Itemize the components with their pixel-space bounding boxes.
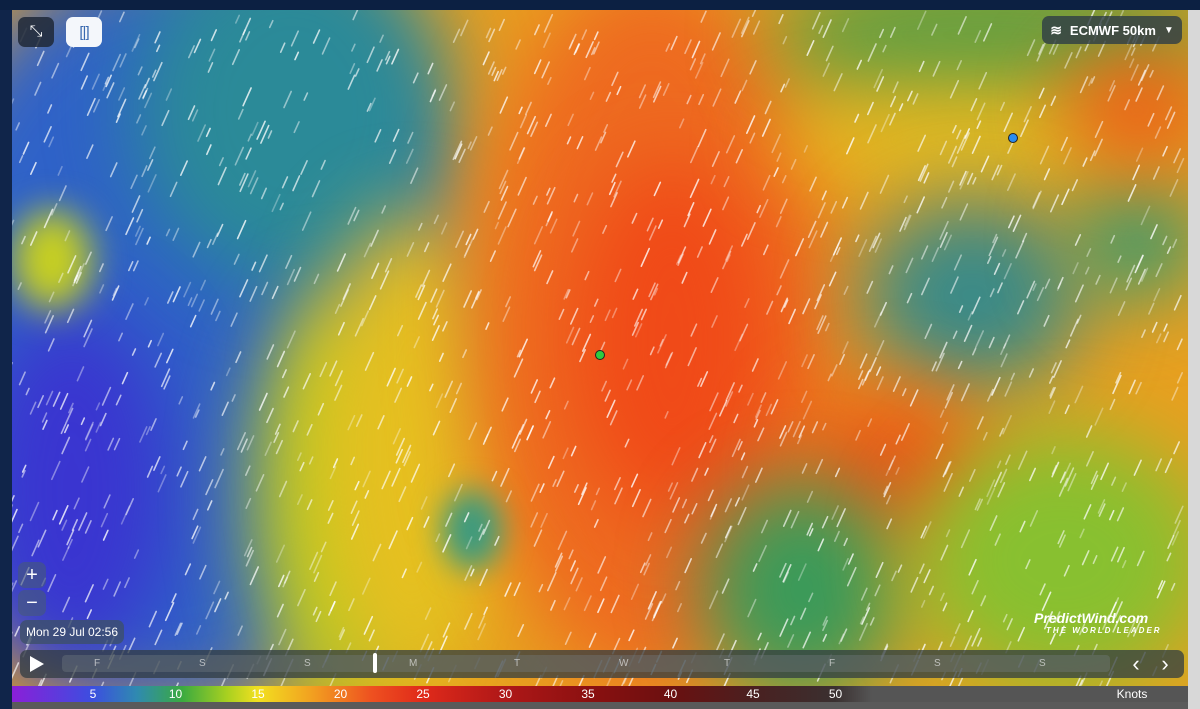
timeline-bar: F S S M T W T F S S ‹ ›: [20, 650, 1184, 678]
legend-value: 45: [746, 687, 760, 701]
timeline-day-label: T: [514, 658, 521, 669]
expand-icon: ⤡: [29, 23, 43, 40]
zoom-in-button[interactable]: +: [18, 562, 46, 588]
legend-value: 20: [333, 687, 348, 701]
chevron-left-icon: ‹: [1132, 651, 1140, 676]
location-marker[interactable]: [595, 350, 605, 360]
wind-streaks: [12, 10, 1185, 686]
legend-value: 25: [416, 687, 430, 701]
timeline-day-label: T: [724, 658, 731, 669]
wind-speed-legend: 5 10 15 20 25 30 35 40 45 50 Knots: [12, 686, 1188, 702]
play-button[interactable]: [24, 652, 50, 676]
previous-step-button[interactable]: ‹: [1124, 651, 1148, 676]
legend-value: 30: [498, 687, 513, 701]
legend-value: 15: [251, 687, 265, 701]
zoom-out-button[interactable]: −: [18, 590, 46, 616]
legend-value: 40: [663, 687, 678, 701]
predictwind-logo: PredictWind.com THE WORLD LEADER: [1034, 610, 1162, 635]
plus-icon: +: [26, 563, 38, 586]
model-selector[interactable]: ≋ ECMWF 50km ▼: [1042, 16, 1182, 44]
split-view-icon: [|]: [79, 23, 89, 41]
timeline-day-label: F: [829, 658, 836, 669]
wind-icon: ≋: [1050, 21, 1062, 38]
right-panel-edge: [1188, 10, 1200, 709]
legend-value: 10: [168, 687, 183, 701]
minus-icon: −: [26, 591, 38, 614]
next-step-button[interactable]: ›: [1153, 651, 1177, 676]
timeline-day-label: M: [409, 658, 418, 669]
split-view-button[interactable]: [|]: [66, 17, 102, 47]
left-panel-edge: [0, 10, 12, 709]
timeline-day-label: F: [94, 658, 101, 669]
legend-value: 35: [581, 687, 595, 701]
timestamp-text: Mon 29 Jul 02:56: [25, 625, 119, 639]
timeline-thumb[interactable]: [373, 653, 378, 673]
legend-value: 5: [89, 687, 97, 701]
timeline-day-label: S: [1039, 658, 1046, 669]
chevron-right-icon: ›: [1161, 651, 1169, 676]
top-bar: [0, 0, 1200, 10]
location-marker[interactable]: [1008, 133, 1018, 143]
legend-unit: Knots: [1116, 687, 1148, 701]
model-label: ECMWF 50km: [1069, 22, 1156, 38]
play-icon: [30, 656, 44, 672]
bottom-bar: [12, 702, 1188, 709]
timeline-day-label: S: [934, 658, 941, 669]
timeline-day-label: S: [199, 658, 206, 669]
legend-value: 50: [828, 687, 843, 701]
fullscreen-button[interactable]: ⤡: [18, 17, 54, 47]
forecast-time: Mon 29 Jul 02:56: [20, 620, 124, 644]
chevron-down-icon: ▼: [1163, 24, 1174, 36]
timeline-day-label: W: [619, 658, 629, 669]
wind-map[interactable]: ⤡ [|] ≋ ECMWF 50km ▼ + − Mon 29 Jul 02:5…: [12, 10, 1188, 686]
timeline-day-label: S: [304, 658, 311, 669]
